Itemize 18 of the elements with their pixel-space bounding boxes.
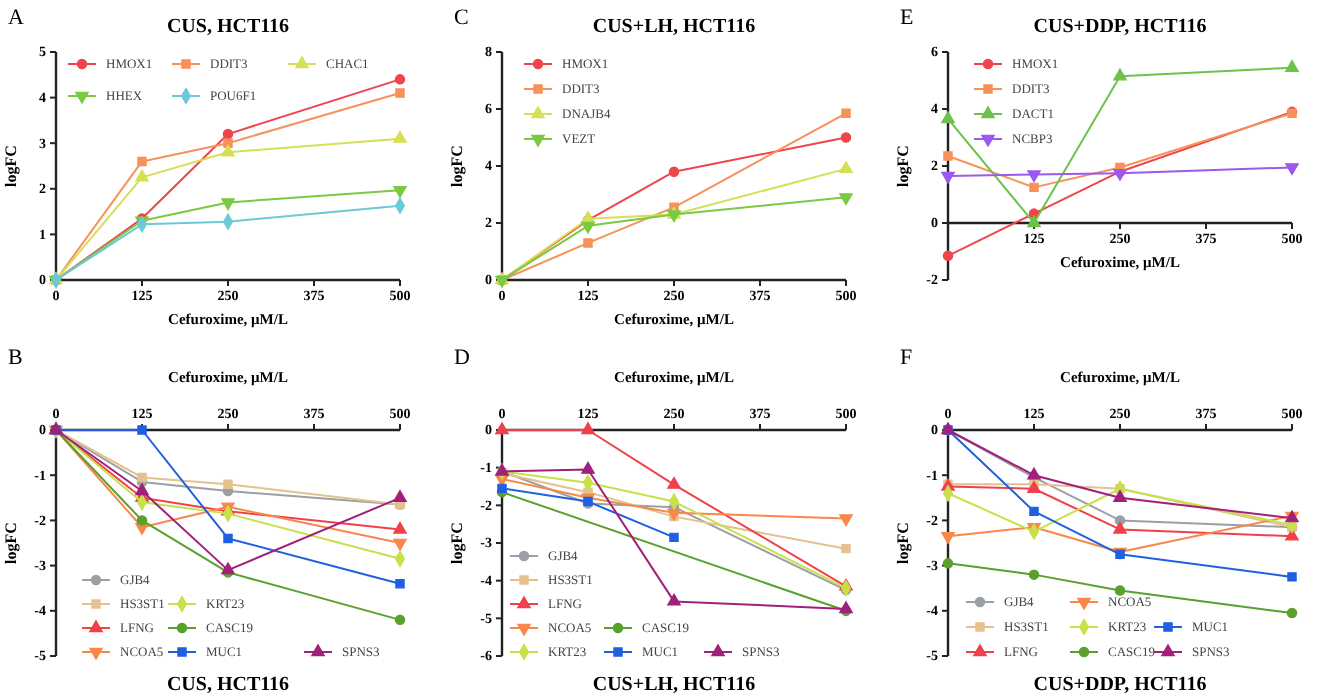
chart-title: CUS+DDP, HCT116 — [1033, 16, 1207, 38]
y-axis-title: logFC — [448, 144, 466, 187]
text: C — [454, 6, 469, 30]
y-axis-title: logFC — [894, 144, 912, 187]
text: F — [900, 346, 913, 370]
y-axis-title: logFC — [2, 521, 20, 564]
y-axis-title: logFC — [2, 144, 20, 187]
text: A — [8, 6, 24, 30]
text: B — [8, 346, 23, 370]
text: CUS+DDP, HCT116 — [1033, 674, 1207, 696]
text: E — [900, 6, 914, 30]
y-axis-title: logFC — [894, 521, 912, 564]
text: CUS+LH, HCT116 — [592, 674, 756, 696]
text: CUS, HCT116 — [166, 674, 290, 696]
text: D — [454, 346, 470, 370]
chart-title: CUS+LH, HCT116 — [592, 16, 756, 38]
y-axis-title: logFC — [448, 521, 466, 564]
chart-title: CUS, HCT116 — [166, 16, 290, 38]
